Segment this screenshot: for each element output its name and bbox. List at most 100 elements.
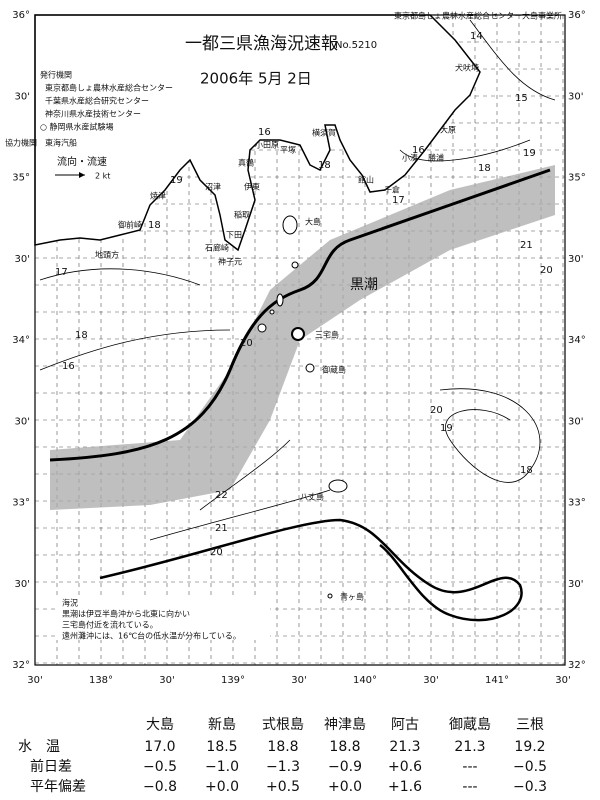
current-arrowhead: [79, 172, 85, 178]
isotherm-label: 18: [520, 465, 533, 476]
table-cell: −1.0: [205, 759, 239, 775]
place-label: 犬吠埼: [455, 63, 479, 73]
place-label: 地頭方: [95, 250, 119, 260]
place-label: 青ヶ島: [340, 592, 364, 602]
latitude-label: 32°: [568, 660, 586, 671]
latitude-label: 30': [568, 91, 583, 102]
isotherm: [39, 329, 231, 371]
place-label: 石廊崎: [205, 243, 229, 253]
isotherm-label: 20: [540, 265, 553, 276]
table-cell: 18.8: [267, 739, 298, 755]
title-box: [178, 32, 378, 54]
island: [257, 323, 267, 333]
place-label: 御蔵島: [322, 365, 346, 375]
cooperation: 協力機関 東海汽船: [5, 138, 77, 148]
table-cell: ---: [462, 779, 477, 795]
isotherm-label: 19: [170, 175, 183, 186]
place-label: 稲取: [234, 210, 250, 220]
isotherm-label: 18: [75, 330, 88, 341]
island: [291, 327, 305, 341]
longitude-label: 139°: [221, 675, 245, 686]
place-label: 神子元: [218, 257, 242, 267]
table-cell: 18.8: [329, 739, 360, 755]
office: 東京都島しょ農林水産総合センター大島事業所: [394, 11, 562, 21]
labels: 36° 36° 30' 30' 35° 35° 30' 30' 34° 34° 30' 30' 33° 3…: [12, 10, 585, 795]
table-cell: 17.0: [144, 739, 175, 755]
isotherms: [39, 19, 556, 622]
notes-line: 遠州灘沖には、16℃台の低水温が分布している。: [62, 631, 241, 641]
isotherm-label: 18: [478, 163, 491, 174]
isotherm-label: 20: [430, 405, 443, 416]
longitude-label: 140°: [353, 675, 377, 686]
isotherm-label: 21: [520, 240, 533, 251]
longitude-label: 30': [291, 675, 306, 686]
latitude-label: 30': [15, 416, 30, 427]
isotherm-label: 21: [215, 523, 228, 534]
table-cell: 21.3: [389, 739, 420, 755]
issuer: 千葉県水産総合研究センター: [45, 96, 149, 106]
isotherm: [39, 268, 201, 286]
place-label: 大島: [305, 217, 321, 227]
station-header: 三根: [516, 717, 544, 733]
isotherm: [469, 19, 556, 101]
latitude-label: 30': [15, 579, 30, 590]
isotherm-label: 18: [318, 160, 331, 171]
place-label: 真鶴: [238, 158, 254, 168]
island: [276, 293, 284, 307]
current-legend-speed: 2 kt: [95, 172, 110, 181]
issuer: ○ 静岡県水産試験場: [40, 122, 114, 132]
kuroshio-axis: [49, 168, 551, 462]
isotherm: [399, 139, 531, 162]
isotherm-20: [99, 518, 523, 622]
isotherm-label: 16: [258, 127, 271, 138]
table-cell: −0.9: [328, 759, 362, 775]
issuer: 神奈川県水産技術センター: [45, 109, 141, 119]
latitude-label: 30': [15, 254, 30, 265]
place-label: 館山: [358, 175, 374, 185]
current-legend-label: 流向・流速: [57, 155, 107, 168]
notes-box: [55, 598, 270, 640]
latitude-label: 35°: [12, 173, 30, 184]
coastline: [34, 14, 481, 252]
isotherm-label: 14: [470, 31, 483, 42]
latitude-label: 33°: [568, 498, 586, 509]
table-cell: −0.5: [143, 759, 177, 775]
place-label: 黒潮: [350, 277, 378, 293]
latitude-label: 30': [568, 579, 583, 590]
place-label: 三宅島: [315, 330, 339, 340]
station-header: 新島: [208, 717, 236, 733]
isotherm-label: 15: [515, 93, 528, 104]
isotherm: [199, 439, 291, 511]
place-label: 横須賀: [312, 128, 336, 138]
table-cell: −0.8: [143, 779, 177, 795]
table-cell: 19.2: [514, 739, 545, 755]
isotherm: [439, 388, 541, 483]
table-cell: ---: [462, 759, 477, 775]
latitude-label: 34°: [568, 335, 586, 346]
row-label: 水 温: [18, 739, 60, 755]
island: [327, 593, 333, 599]
latitude-label: 34°: [12, 335, 30, 346]
station-header: 式根島: [262, 717, 304, 733]
place-label: 下田: [226, 231, 242, 240]
island: [328, 479, 348, 493]
table-cell: −1.3: [266, 759, 300, 775]
report-date: 2006年 5月 2日: [200, 70, 312, 88]
longitude-label: 30': [27, 675, 42, 686]
place-label: 小湊: [402, 153, 418, 163]
place-label: 大原: [440, 125, 456, 135]
place-label: 勝浦: [428, 153, 444, 163]
notes-line: 黒潮は伊豆半島沖から北東に向かい: [62, 609, 190, 619]
isotherm-label: 19: [440, 423, 453, 434]
island: [305, 363, 315, 373]
latitude-label: 36°: [12, 10, 30, 21]
station-header: 阿古: [391, 717, 419, 733]
row-label: 平年偏差: [30, 779, 86, 795]
isotherm-label: 17: [392, 195, 405, 206]
table-cell: +0.6: [388, 759, 422, 775]
isotherm-label: 16: [412, 145, 425, 156]
place-label: 伊東: [244, 182, 260, 192]
isotherm: [149, 489, 331, 541]
issuers-heading: 発行機関: [40, 70, 72, 80]
